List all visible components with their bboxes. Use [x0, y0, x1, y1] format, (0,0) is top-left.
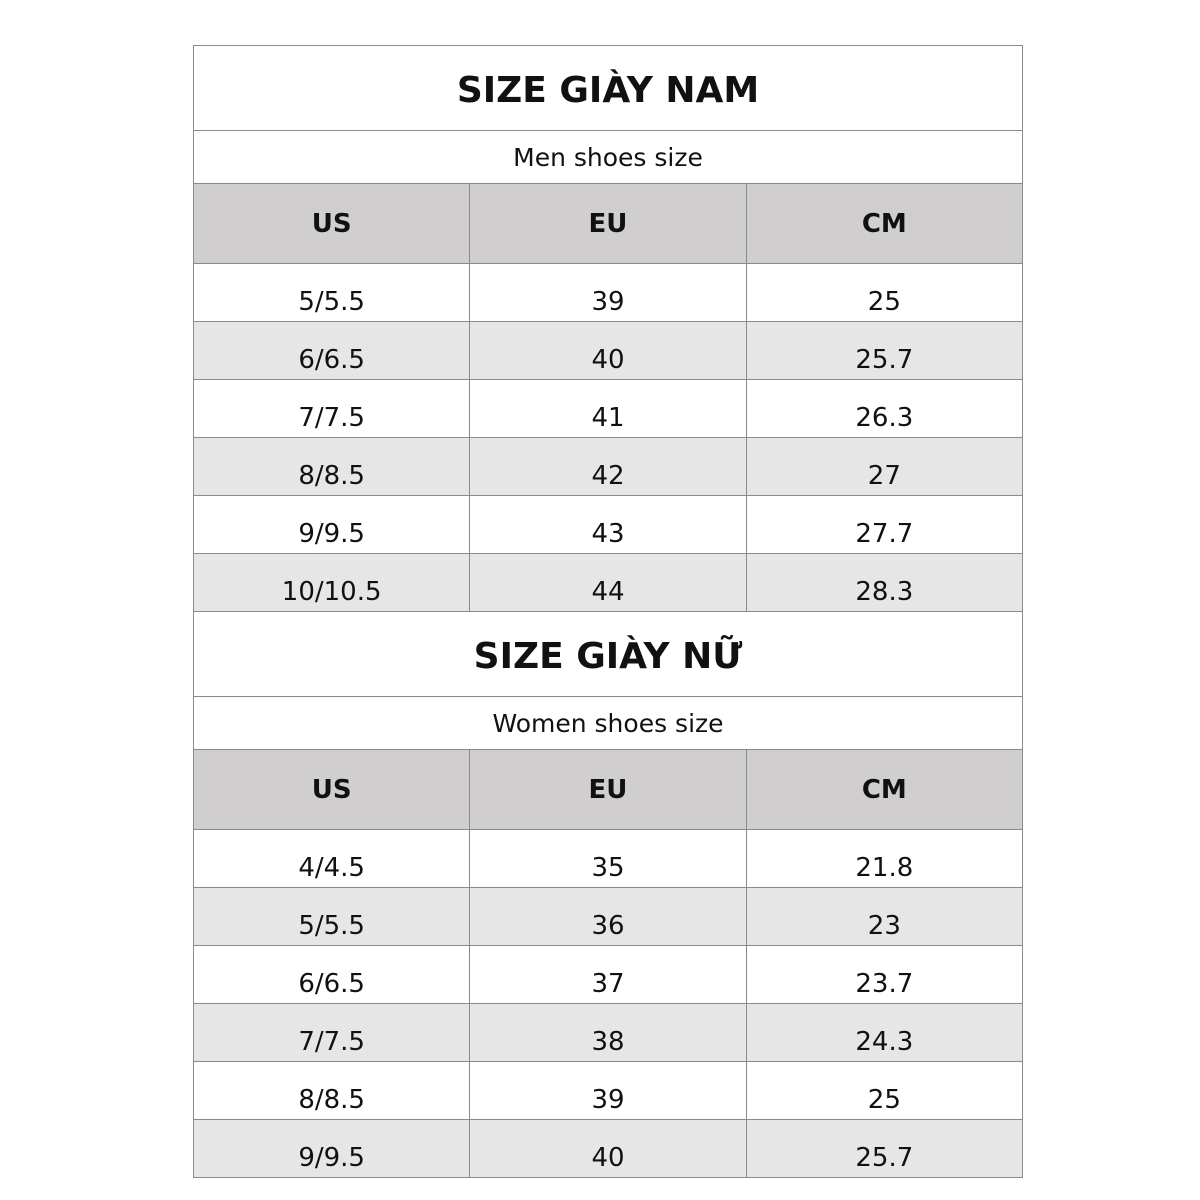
table-row: 4/4.5 35 21.8 — [192, 829, 1024, 888]
table-row: 5/5.5 39 25 — [192, 263, 1024, 322]
table-cell: 25 — [745, 1061, 1024, 1120]
table-cell: 39 — [469, 263, 747, 322]
table-cell: 28.3 — [745, 553, 1024, 612]
header-row: US EU CM — [192, 183, 1024, 264]
table-row: 9/9.5 40 25.7 — [192, 1119, 1024, 1178]
column-header: US — [192, 183, 471, 264]
table-cell: 9/9.5 — [192, 1119, 471, 1178]
column-header: EU — [469, 183, 747, 264]
table-cell: 10/10.5 — [192, 553, 471, 612]
table-cell: 43 — [469, 495, 747, 554]
table-row: 7/7.5 41 26.3 — [192, 379, 1024, 438]
table-cell: 23 — [745, 887, 1024, 946]
men-size-table: SIZE GIÀY NAM Men shoes size US EU CM 5/5.5 39… — [192, 45, 1024, 612]
table-row: 5/5.5 36 23 — [192, 887, 1024, 946]
table-cell: 8/8.5 — [192, 437, 471, 496]
table-cell: 25.7 — [745, 321, 1024, 380]
table-row: 7/7.5 38 24.3 — [192, 1003, 1024, 1062]
women-size-table: SIZE GIÀY NỮ Women shoes size US EU CM 4/4.5 3… — [192, 611, 1024, 1178]
table-row: 10/10.5 44 28.3 — [192, 553, 1024, 612]
table-cell: 5/5.5 — [192, 887, 471, 946]
table-cell: 40 — [469, 1119, 747, 1178]
table-subtitle: Women shoes size — [193, 696, 1023, 750]
table-cell: 8/8.5 — [192, 1061, 471, 1120]
table-cell: 36 — [469, 887, 747, 946]
table-row: 8/8.5 39 25 — [192, 1061, 1024, 1120]
table-cell: 23.7 — [745, 945, 1024, 1004]
table-cell: 6/6.5 — [192, 945, 471, 1004]
column-header: US — [192, 749, 471, 830]
table-cell: 41 — [469, 379, 747, 438]
table-cell: 44 — [469, 553, 747, 612]
column-header: EU — [469, 749, 747, 830]
table-row: 8/8.5 42 27 — [192, 437, 1024, 496]
header-row: US EU CM — [192, 749, 1024, 830]
table-row: 6/6.5 40 25.7 — [192, 321, 1024, 380]
table-cell: 25 — [745, 263, 1024, 322]
table-cell: 26.3 — [745, 379, 1024, 438]
table-row: 9/9.5 43 27.7 — [192, 495, 1024, 554]
table-cell: 5/5.5 — [192, 263, 471, 322]
table-cell: 7/7.5 — [192, 1003, 471, 1062]
table-title: SIZE GIÀY NỮ — [193, 611, 1023, 697]
table-row: 6/6.5 37 23.7 — [192, 945, 1024, 1004]
table-cell: 27 — [745, 437, 1024, 496]
table-cell: 42 — [469, 437, 747, 496]
table-cell: 39 — [469, 1061, 747, 1120]
table-subtitle: Men shoes size — [193, 130, 1023, 184]
table-cell: 38 — [469, 1003, 747, 1062]
table-cell: 7/7.5 — [192, 379, 471, 438]
table-cell: 40 — [469, 321, 747, 380]
table-cell: 35 — [469, 829, 747, 888]
table-cell: 27.7 — [745, 495, 1024, 554]
table-title: SIZE GIÀY NAM — [193, 45, 1023, 131]
table-cell: 37 — [469, 945, 747, 1004]
table-cell: 25.7 — [745, 1119, 1024, 1178]
table-cell: 6/6.5 — [192, 321, 471, 380]
table-cell: 9/9.5 — [192, 495, 471, 554]
column-header: CM — [745, 183, 1024, 264]
column-header: CM — [745, 749, 1024, 830]
table-cell: 24.3 — [745, 1003, 1024, 1062]
table-cell: 21.8 — [745, 829, 1024, 888]
table-cell: 4/4.5 — [192, 829, 471, 888]
